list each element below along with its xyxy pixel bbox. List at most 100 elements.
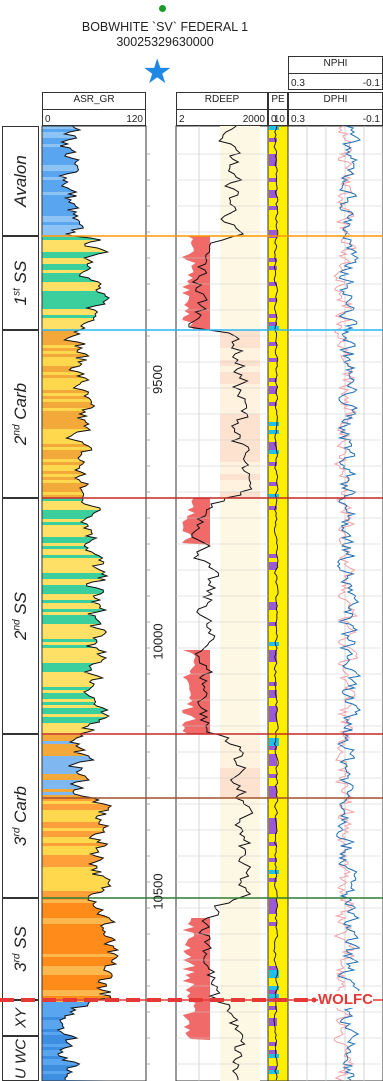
rdeep-fill-band — [220, 612, 260, 618]
pe-fill-purple — [269, 898, 277, 902]
gr-fill-band — [42, 675, 146, 678]
rdeep-fill-band — [220, 672, 260, 678]
rdeep-fill-band — [220, 186, 260, 192]
gr-fill-band — [42, 300, 146, 303]
dphi-label: DPHI — [323, 94, 348, 105]
pe-fill-cyan — [269, 450, 279, 454]
rdeep-fill-band — [220, 618, 260, 624]
rdeep-fill-band — [220, 216, 260, 222]
gr-fill-band — [42, 915, 146, 918]
rdeep-fill-band — [220, 660, 260, 666]
rdeep-fill-band — [220, 558, 260, 564]
gr-white-fill — [57, 126, 146, 1081]
rdeep-fill-band — [220, 774, 260, 780]
rdeep-fill-band — [220, 516, 260, 522]
zone-3rd-ss: 3rd SS — [2, 898, 39, 1000]
rdeep-low-resistivity-fill — [182, 1000, 210, 1040]
zone-avalon: Avalon — [2, 126, 39, 236]
pe-fill-purple — [269, 1050, 277, 1054]
zone-1st-ss: 1st SS — [2, 236, 39, 330]
gr-fill-band — [42, 948, 146, 951]
pe-fill-cyan — [269, 430, 279, 434]
pe-fill-purple — [269, 718, 277, 722]
rdeep-fill-band — [220, 1026, 260, 1032]
gr-fill-band — [42, 507, 146, 510]
well-name: BOBWHITE `SV` FEDERAL 1 — [81, 20, 249, 34]
gr-fill-band — [42, 639, 146, 642]
rdeep-fill-band — [220, 606, 260, 612]
pe-fill-cyan — [269, 970, 279, 974]
gr-fill-band — [42, 288, 146, 291]
rdeep-fill-band — [220, 900, 260, 906]
gr-fill-band — [42, 252, 146, 255]
gr-fill-band — [42, 807, 146, 810]
gr-fill-band — [42, 813, 146, 816]
zone-2nd-carb: 2nd Carb — [2, 330, 39, 498]
gr-fill-band — [42, 708, 146, 711]
rdeep-fill-band — [220, 720, 260, 726]
gr-fill-band — [42, 846, 146, 849]
rdeep-fill-band — [220, 300, 260, 306]
gr-fill-band — [42, 303, 146, 306]
gr-fill-band — [42, 588, 146, 591]
rdeep-fill-band — [220, 1014, 260, 1020]
pe-fill-purple — [269, 606, 277, 610]
gr-fill-band — [42, 975, 146, 978]
rdeep-fill-band — [220, 522, 260, 528]
gr-fill-band — [42, 660, 146, 663]
rdeep-fill-band — [220, 756, 260, 762]
rdeep-fill-band — [220, 1002, 260, 1008]
rdeep-track-header: RDEEP 2 2000 — [176, 92, 268, 126]
nphi-max: -0.1 — [362, 78, 380, 89]
rdeep-fill-band — [220, 306, 260, 312]
rdeep-fill-band — [220, 762, 260, 768]
pe-fill-purple — [269, 762, 277, 766]
pe-fill-cyan — [269, 1054, 279, 1058]
rdeep-fill-band — [220, 840, 260, 846]
gr-fill-band — [42, 849, 146, 852]
depth-label-9500: 9500 — [149, 365, 165, 394]
rdeep-max: 2000 — [242, 114, 265, 125]
pe-fill-purple — [269, 902, 277, 906]
rdeep-fill-band — [220, 402, 260, 408]
dphi-max: -0.1 — [362, 114, 380, 125]
gr-fill-band — [42, 954, 146, 957]
rdeep-fill-band — [220, 582, 260, 588]
rdeep-fill-band — [220, 192, 260, 198]
rdeep-fill-band — [220, 126, 260, 132]
gr-fill-band — [42, 876, 146, 879]
gr-fill-band — [42, 621, 146, 624]
pe-fill-purple — [269, 706, 277, 710]
pe-fill-cyan — [269, 986, 279, 990]
gr-fill-band — [42, 315, 146, 318]
rdeep-fill-band — [220, 624, 260, 630]
rdeep-fill-band — [220, 786, 260, 792]
gr-fill-band — [42, 285, 146, 288]
pe-fill-purple — [269, 194, 277, 198]
rdeep-low-resistivity-fill — [182, 498, 210, 545]
pe-fill-purple — [269, 158, 277, 162]
rdeep-fill-band — [220, 912, 260, 918]
depth-label-10000: 10000 — [150, 623, 166, 660]
gr-fill-band — [42, 654, 146, 657]
pe-fill-purple — [269, 710, 277, 714]
rdeep-min: 2 — [179, 114, 185, 125]
rdeep-fill-band — [220, 1038, 260, 1044]
gr-fill-band — [42, 618, 146, 621]
pe-fill-purple — [269, 138, 277, 142]
pe-fill-purple — [269, 1066, 277, 1070]
pe-fill-cyan — [269, 126, 279, 130]
gr-fill-band — [42, 885, 146, 888]
gr-fill-band — [42, 573, 146, 576]
rdeep-fill-band — [220, 708, 260, 714]
rdeep-fill-band — [220, 324, 260, 330]
rdeep-fill-band — [220, 132, 260, 138]
rdeep-fill-band — [220, 684, 260, 690]
gr-fill-band — [42, 921, 146, 924]
pe-fill-purple — [269, 482, 277, 486]
gr-fill-band — [42, 297, 146, 300]
rdeep-fill-band — [220, 258, 260, 264]
nphi-track-header: NPHI 0.3 -0.1 — [288, 56, 383, 90]
pe-fill-purple — [269, 818, 277, 822]
rdeep-low-resistivity-fill — [182, 918, 210, 1000]
